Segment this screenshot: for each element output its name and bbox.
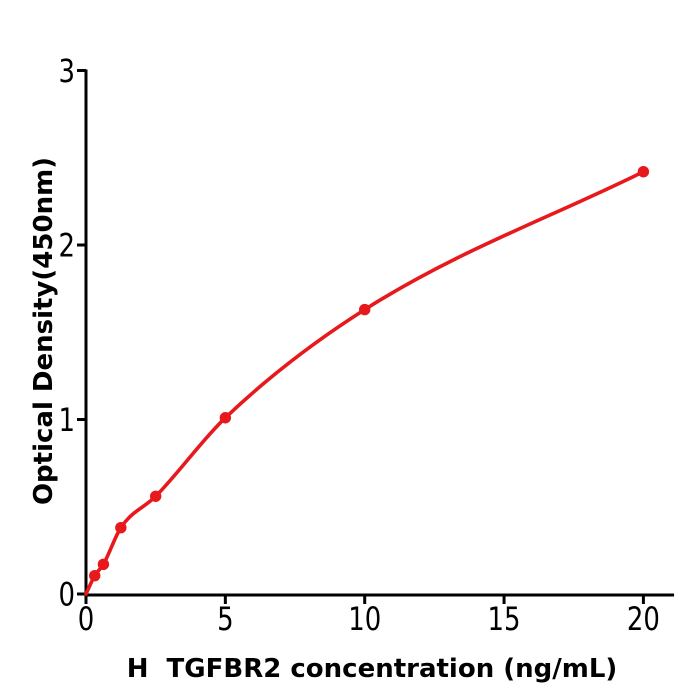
x-tick-label: 10 (348, 600, 381, 638)
data-point (219, 412, 232, 424)
x-tick-label: 5 (217, 600, 234, 638)
y-tick-label: 1 (59, 401, 76, 439)
data-point (115, 521, 127, 534)
data-point (89, 569, 101, 582)
y-tick-label: 3 (59, 52, 76, 90)
fit-curve (84, 169, 646, 596)
x-axis-title: H TGFBR2 concentration (ng/mL) (126, 654, 618, 684)
data-point (97, 558, 110, 571)
y-tick-label: 2 (59, 227, 76, 265)
x-tick-label: 15 (488, 600, 521, 638)
x-tick-label: 0 (78, 600, 95, 638)
x-tick-label: 20 (627, 600, 660, 638)
data-point (149, 490, 162, 502)
y-tick-label: 0 (59, 576, 76, 614)
y-axis-title: Optical Density(450nm) (29, 156, 59, 506)
data-point (359, 303, 371, 316)
data-point (637, 166, 650, 178)
